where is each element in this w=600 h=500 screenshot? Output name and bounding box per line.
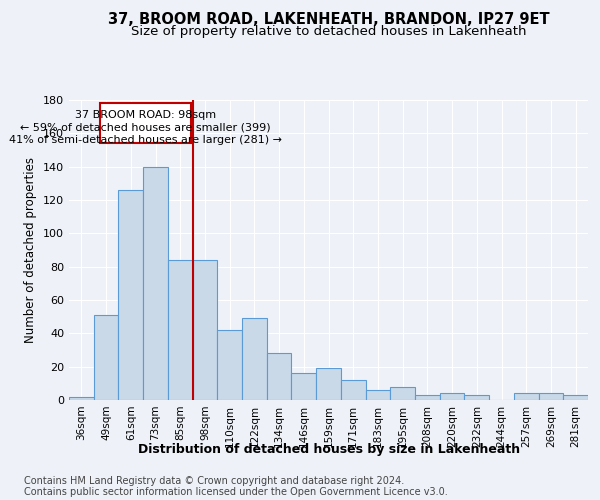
Text: 37, BROOM ROAD, LAKENHEATH, BRANDON, IP27 9ET: 37, BROOM ROAD, LAKENHEATH, BRANDON, IP2… bbox=[108, 12, 550, 28]
Bar bbox=[390, 386, 415, 400]
Bar bbox=[69, 396, 94, 400]
Bar bbox=[341, 380, 365, 400]
Bar bbox=[143, 166, 168, 400]
Text: Contains HM Land Registry data © Crown copyright and database right 2024.: Contains HM Land Registry data © Crown c… bbox=[24, 476, 404, 486]
Bar bbox=[464, 395, 489, 400]
Text: ← 59% of detached houses are smaller (399): ← 59% of detached houses are smaller (39… bbox=[20, 122, 271, 132]
Text: 37 BROOM ROAD: 98sqm: 37 BROOM ROAD: 98sqm bbox=[75, 110, 216, 120]
Bar bbox=[242, 318, 267, 400]
Bar bbox=[292, 374, 316, 400]
Bar bbox=[94, 315, 118, 400]
Bar bbox=[193, 260, 217, 400]
Bar bbox=[118, 190, 143, 400]
Bar bbox=[100, 104, 191, 144]
Bar bbox=[440, 394, 464, 400]
Bar bbox=[415, 395, 440, 400]
Bar bbox=[563, 395, 588, 400]
Bar bbox=[316, 368, 341, 400]
Bar bbox=[217, 330, 242, 400]
Y-axis label: Number of detached properties: Number of detached properties bbox=[25, 157, 37, 343]
Text: Contains public sector information licensed under the Open Government Licence v3: Contains public sector information licen… bbox=[24, 487, 448, 497]
Bar bbox=[168, 260, 193, 400]
Bar bbox=[514, 394, 539, 400]
Text: Size of property relative to detached houses in Lakenheath: Size of property relative to detached ho… bbox=[131, 25, 527, 38]
Bar bbox=[365, 390, 390, 400]
Bar bbox=[539, 394, 563, 400]
Text: 41% of semi-detached houses are larger (281) →: 41% of semi-detached houses are larger (… bbox=[9, 135, 282, 145]
Bar bbox=[267, 354, 292, 400]
Text: Distribution of detached houses by size in Lakenheath: Distribution of detached houses by size … bbox=[138, 442, 520, 456]
